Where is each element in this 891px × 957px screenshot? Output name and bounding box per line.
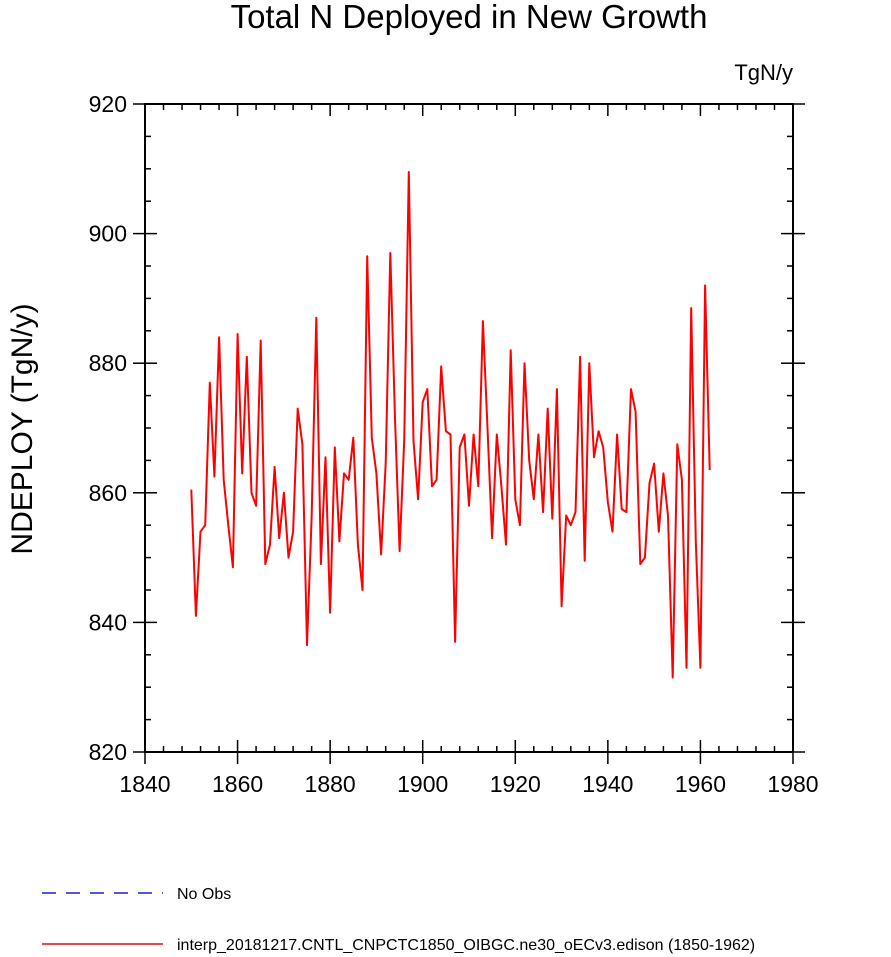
legend-label: interp_20181217.CNTL_CNPCTC1850_OIBGC.ne… <box>177 937 755 954</box>
x-tick-label: 1880 <box>305 771 356 797</box>
legend-label: No Obs <box>177 886 231 903</box>
x-tick-label: 1940 <box>582 771 633 797</box>
x-tick-label: 1960 <box>675 771 726 797</box>
y-tick-label: 820 <box>89 739 127 765</box>
y-tick-label: 840 <box>89 609 127 635</box>
series-layer <box>190 171 711 679</box>
y-tick-label: 900 <box>89 221 127 247</box>
x-tick-label: 1860 <box>212 771 263 797</box>
y-tick-label: 860 <box>89 480 127 506</box>
y-tick-label: 880 <box>89 350 127 376</box>
chart-title: Total N Deployed in New Growth <box>231 0 708 35</box>
legend: No Obs interp_20181217.CNTL_CNPCTC1850_OI… <box>42 886 755 954</box>
x-tick-label: 1840 <box>119 771 170 797</box>
y-axis-label: NDEPLOY (TgN/y) <box>6 303 39 554</box>
axis-tick-labels: 1840 1860 1880 1900 1920 1940 1960 1980 820 840 86… <box>89 91 819 797</box>
x-tick-label: 1980 <box>767 771 818 797</box>
units-label: TgN/y <box>734 60 793 85</box>
x-tick-label: 1900 <box>397 771 448 797</box>
axis-ticks <box>133 103 805 764</box>
x-tick-label: 1920 <box>490 771 541 797</box>
plot-frame <box>144 103 794 753</box>
y-tick-label: 920 <box>89 91 127 117</box>
series-line <box>190 171 711 679</box>
